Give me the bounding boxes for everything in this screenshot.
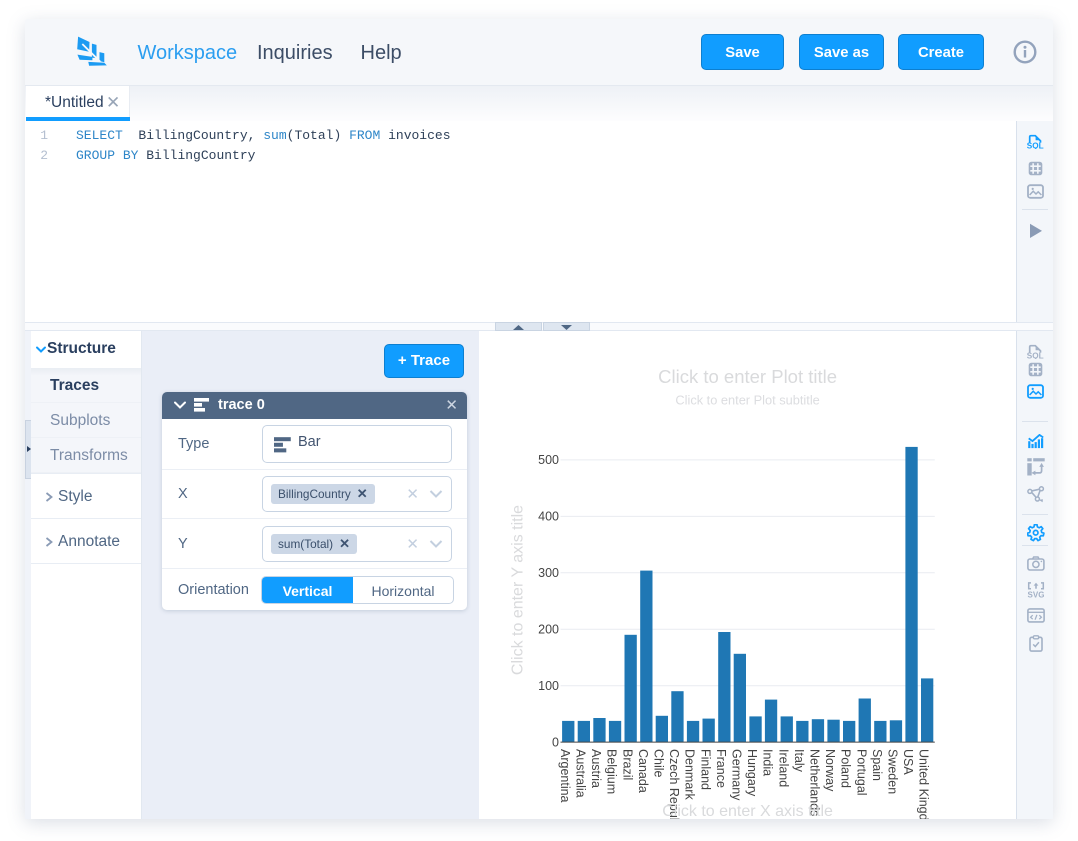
svg-text:Click to enter Plot subtitle: Click to enter Plot subtitle (675, 393, 819, 408)
svg-text:SVG: SVG (1027, 591, 1044, 598)
svg-text:Click to enter X axis title: Click to enter X axis title (662, 803, 833, 819)
svg-text:Sweden: Sweden (886, 749, 900, 794)
svg-text:Chile: Chile (652, 749, 666, 778)
svg-text:Finland: Finland (698, 749, 712, 790)
svg-text:Hungary: Hungary (745, 749, 759, 797)
svg-text:Australia: Australia (574, 749, 588, 798)
svg-text:Click to enter Plot title: Click to enter Plot title (658, 366, 837, 387)
svg-text:Denmark: Denmark (683, 749, 697, 800)
svg-text:Canada: Canada (636, 749, 650, 793)
svg-text:SQL: SQL (1027, 352, 1044, 359)
svg-text:United Kingdom: United Kingdom (917, 749, 931, 819)
svg-text:300: 300 (538, 566, 559, 580)
svg-text:France: France (714, 749, 728, 788)
svg-text:Portugal: Portugal (854, 749, 868, 796)
svg-text:100: 100 (538, 679, 559, 693)
svg-text:Belgium: Belgium (605, 749, 619, 794)
svg-text:500: 500 (538, 453, 559, 467)
svg-text:Italy: Italy (792, 749, 806, 773)
svg-text:USA: USA (901, 749, 915, 775)
svg-text:Brazil: Brazil (620, 749, 634, 780)
svg-text:200: 200 (538, 623, 559, 637)
svg-text:400: 400 (538, 510, 559, 524)
svg-text:Norway: Norway (823, 749, 837, 792)
svg-text:Spain: Spain (870, 749, 884, 781)
svg-text:Ireland: Ireland (776, 749, 790, 787)
svg-text:0: 0 (552, 735, 559, 749)
svg-text:Czech Republic: Czech Republic (667, 749, 681, 819)
svg-text:Argentina: Argentina (558, 749, 572, 803)
svg-text:Poland: Poland (839, 749, 853, 788)
svg-text:Netherlands: Netherlands (808, 749, 822, 816)
svg-text:Germany: Germany (730, 749, 744, 801)
svg-text:SQL: SQL (1027, 142, 1044, 149)
svg-text:India: India (761, 749, 775, 776)
svg-text:Austria: Austria (589, 749, 603, 788)
svg-text:Click to enter Y axis title: Click to enter Y axis title (510, 505, 527, 675)
